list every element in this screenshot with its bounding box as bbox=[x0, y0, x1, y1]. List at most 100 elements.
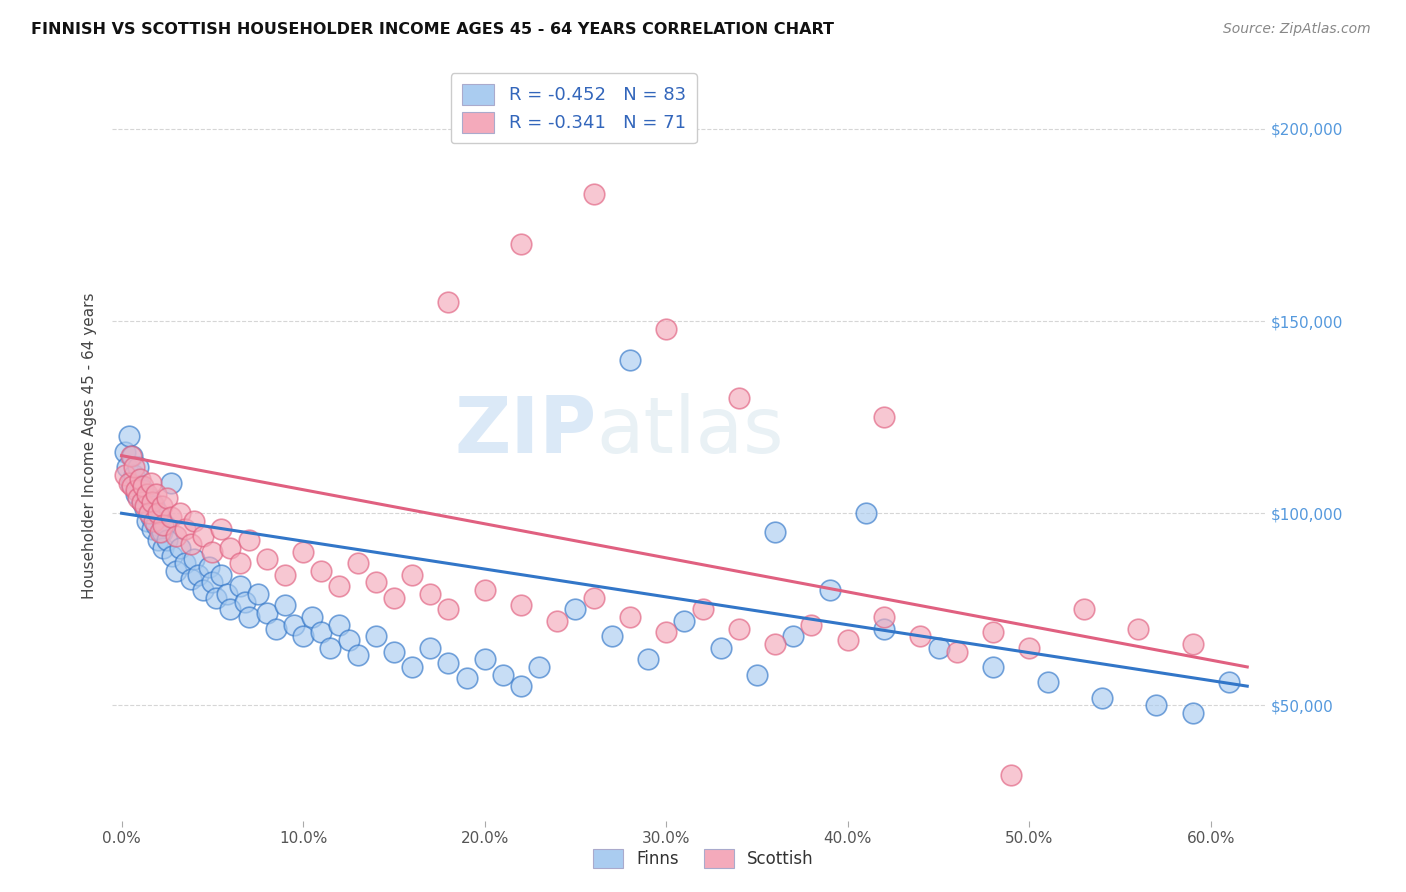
Point bbox=[180, 537, 202, 551]
Y-axis label: Householder Income Ages 45 - 64 years: Householder Income Ages 45 - 64 years bbox=[82, 293, 97, 599]
Point bbox=[114, 444, 136, 458]
Point bbox=[492, 667, 515, 681]
Point bbox=[120, 475, 142, 490]
Point bbox=[136, 487, 159, 501]
Point bbox=[149, 510, 172, 524]
Point bbox=[728, 622, 751, 636]
Point bbox=[146, 506, 169, 520]
Point bbox=[118, 429, 141, 443]
Point bbox=[114, 467, 136, 482]
Point bbox=[1073, 602, 1095, 616]
Point bbox=[159, 475, 181, 490]
Point bbox=[238, 610, 260, 624]
Point bbox=[118, 475, 141, 490]
Point bbox=[673, 614, 696, 628]
Point bbox=[132, 479, 155, 493]
Point bbox=[419, 640, 441, 655]
Point bbox=[183, 552, 205, 566]
Point bbox=[981, 660, 1004, 674]
Point bbox=[115, 460, 138, 475]
Point bbox=[165, 564, 187, 578]
Point bbox=[246, 587, 269, 601]
Point bbox=[127, 491, 149, 505]
Text: ZIP: ZIP bbox=[454, 393, 596, 469]
Point bbox=[855, 506, 877, 520]
Point bbox=[146, 533, 169, 548]
Point bbox=[159, 510, 181, 524]
Point bbox=[131, 494, 153, 508]
Point bbox=[145, 487, 167, 501]
Point bbox=[180, 572, 202, 586]
Point bbox=[637, 652, 659, 666]
Point bbox=[162, 549, 184, 563]
Point bbox=[127, 460, 149, 475]
Point bbox=[121, 479, 143, 493]
Point bbox=[311, 625, 333, 640]
Point bbox=[169, 506, 191, 520]
Point bbox=[209, 522, 232, 536]
Point bbox=[401, 567, 423, 582]
Point bbox=[1036, 675, 1059, 690]
Point bbox=[256, 606, 278, 620]
Point bbox=[141, 494, 163, 508]
Point bbox=[165, 529, 187, 543]
Point bbox=[205, 591, 228, 605]
Point bbox=[510, 237, 533, 252]
Point bbox=[546, 614, 568, 628]
Point bbox=[215, 587, 238, 601]
Point bbox=[692, 602, 714, 616]
Point bbox=[337, 633, 360, 648]
Point bbox=[437, 656, 460, 670]
Point bbox=[818, 583, 841, 598]
Point bbox=[156, 491, 179, 505]
Point bbox=[619, 610, 641, 624]
Point bbox=[945, 644, 967, 658]
Legend: R = -0.452   N = 83, R = -0.341   N = 71: R = -0.452 N = 83, R = -0.341 N = 71 bbox=[451, 73, 696, 144]
Point bbox=[219, 602, 242, 616]
Point bbox=[169, 541, 191, 555]
Point bbox=[1146, 698, 1168, 713]
Point bbox=[346, 648, 368, 663]
Point bbox=[1091, 690, 1114, 705]
Point bbox=[201, 575, 224, 590]
Point bbox=[128, 479, 150, 493]
Point bbox=[655, 322, 678, 336]
Point bbox=[134, 499, 156, 513]
Point bbox=[121, 449, 143, 463]
Point bbox=[1018, 640, 1040, 655]
Point bbox=[328, 617, 350, 632]
Point bbox=[510, 679, 533, 693]
Point bbox=[187, 567, 209, 582]
Point bbox=[928, 640, 950, 655]
Point bbox=[328, 579, 350, 593]
Point bbox=[910, 629, 932, 643]
Point bbox=[125, 487, 148, 501]
Point bbox=[143, 499, 166, 513]
Point bbox=[131, 494, 153, 508]
Point bbox=[125, 483, 148, 498]
Point bbox=[1181, 637, 1204, 651]
Point bbox=[1218, 675, 1240, 690]
Point bbox=[238, 533, 260, 548]
Point bbox=[138, 506, 160, 520]
Point bbox=[1128, 622, 1150, 636]
Point bbox=[193, 583, 215, 598]
Point bbox=[139, 475, 162, 490]
Point bbox=[763, 525, 786, 540]
Point bbox=[150, 525, 173, 540]
Point bbox=[141, 522, 163, 536]
Point bbox=[274, 599, 297, 613]
Point bbox=[233, 594, 256, 608]
Point bbox=[138, 491, 160, 505]
Point bbox=[474, 652, 496, 666]
Point bbox=[292, 629, 315, 643]
Point bbox=[437, 294, 460, 309]
Point bbox=[174, 556, 197, 570]
Point bbox=[710, 640, 733, 655]
Point bbox=[319, 640, 342, 655]
Text: atlas: atlas bbox=[596, 393, 785, 469]
Point bbox=[364, 575, 387, 590]
Point bbox=[301, 610, 323, 624]
Point bbox=[800, 617, 823, 632]
Point bbox=[655, 625, 678, 640]
